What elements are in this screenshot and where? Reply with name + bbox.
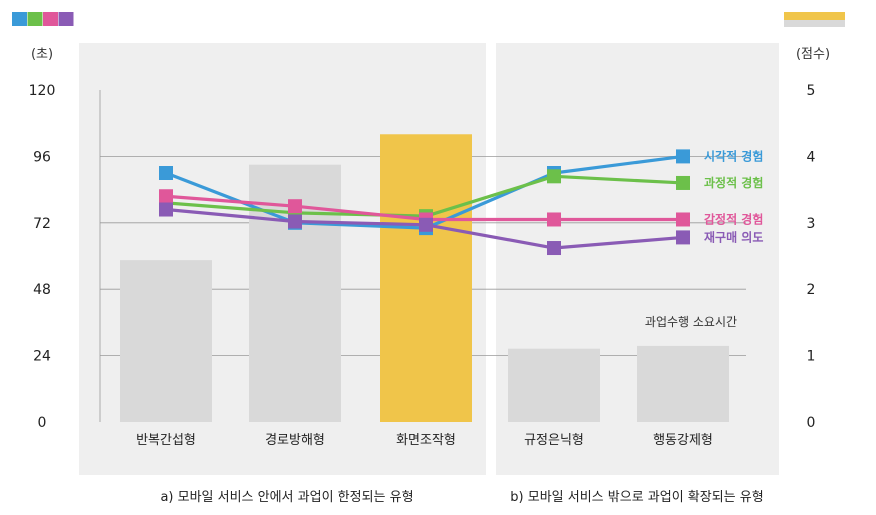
left-tick-label: 120 [29, 83, 56, 99]
series-3-point-0 [159, 202, 173, 217]
series-3-point-4 [676, 230, 690, 245]
left-tick-label: 0 [38, 415, 47, 431]
series-1-point-4 [676, 175, 690, 190]
series-2-point-4 [676, 212, 690, 227]
left-tick-label: 24 [33, 349, 51, 365]
series-3-point-1 [288, 214, 302, 229]
legend-swatch-bar-highlight [784, 12, 845, 20]
series-label-1: 과정적 경험 [704, 175, 763, 190]
category-label: 반복간섭형 [136, 433, 196, 448]
right-tick-label: 3 [807, 216, 816, 232]
legend-swatch-bar-base [784, 20, 845, 27]
category-label: 규정은닉형 [524, 433, 584, 448]
right-tick-label: 5 [807, 83, 816, 99]
right-tick-label: 1 [807, 349, 816, 365]
right-tick-label: 2 [807, 282, 816, 298]
axes: (초) (점수) 0 24 48 72 96 120 0 1 2 3 4 5 [29, 47, 830, 431]
series-2-point-3 [547, 212, 561, 227]
right-tick-label: 0 [807, 415, 816, 431]
series-label-0: 시각적 경험 [704, 148, 763, 163]
series-2-point-0 [159, 189, 173, 204]
group-label-b: b) 모바일 서비스 밖으로 과업이 확장되는 유형 [510, 490, 763, 505]
right-tick-label: 4 [807, 149, 816, 165]
legend-swatch-line-1 [27, 12, 43, 26]
labels: 과업수행 소요시간 a) 모바일 서비스 안에서 과업이 한정되는 유형 b) … [160, 314, 763, 505]
series-1-point-3 [547, 169, 561, 184]
series-3-point-2 [419, 217, 433, 232]
category-label: 행동강제형 [653, 432, 713, 448]
series-label-3: 재구매 의도 [704, 229, 763, 244]
right-axis-unit: (점수) [796, 47, 830, 62]
category-label: 경로방해형 [265, 433, 325, 448]
bar-2 [380, 134, 472, 422]
legend-swatch-line-0 [12, 12, 27, 26]
series-label-2: 감정적 경험 [704, 211, 763, 226]
left-axis-unit: (초) [31, 47, 53, 62]
legend-swatch-line-3 [58, 12, 74, 26]
group-label-a: a) 모바일 서비스 안에서 과업이 한정되는 유형 [160, 490, 413, 505]
left-tick-label: 72 [33, 216, 51, 232]
category-label: 화면조작형 [396, 433, 456, 448]
left-tick-label: 48 [33, 282, 51, 298]
legend-swatch-line-2 [43, 12, 58, 26]
bar-4 [637, 345, 729, 422]
bar-series-label: 과업수행 소요시간 [645, 314, 737, 329]
series-0-point-4 [676, 149, 690, 164]
bar-3 [508, 348, 600, 422]
series-3-point-3 [547, 241, 561, 256]
left-tick-label: 96 [33, 149, 51, 165]
bar-0 [120, 260, 212, 422]
series-2-point-1 [288, 199, 302, 214]
series-0-point-0 [159, 166, 173, 180]
legend-swatches [12, 12, 845, 27]
bars: 반복간섭형 경로방해형 화면조작형 규정은닉형 행동강제형 [120, 134, 729, 448]
